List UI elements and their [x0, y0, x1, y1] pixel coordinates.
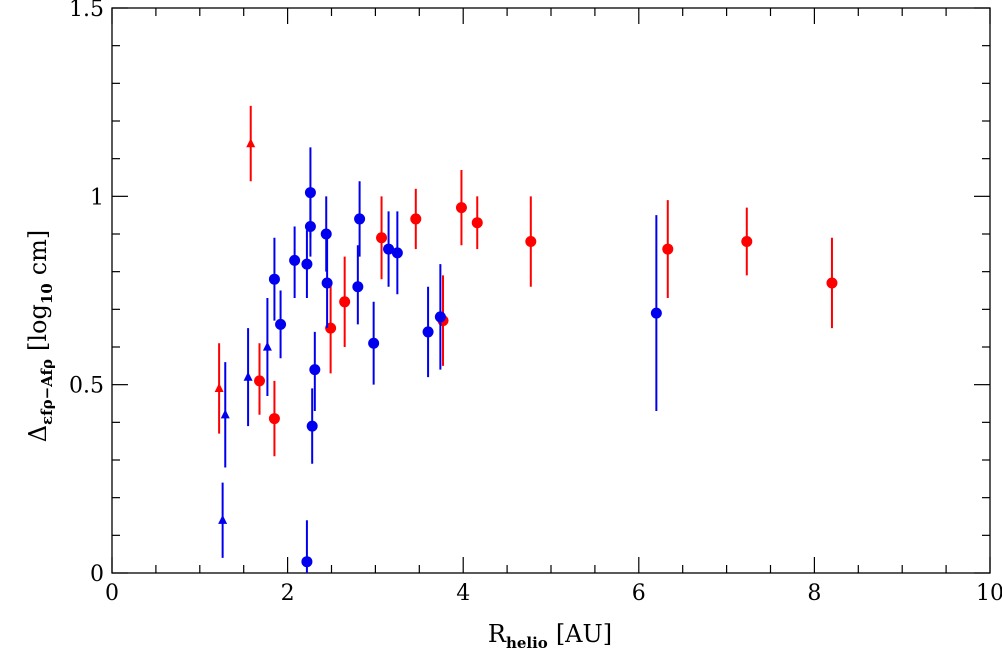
data-point	[352, 245, 364, 325]
data-point	[304, 196, 316, 257]
point-marker	[304, 187, 316, 199]
x-tick-label: 0	[105, 581, 119, 606]
point-marker	[434, 311, 446, 323]
point-marker	[262, 341, 272, 351]
data-point	[214, 343, 224, 434]
point-marker	[306, 420, 318, 432]
point-marker	[376, 232, 388, 244]
point-marker	[320, 228, 332, 240]
point-marker	[383, 243, 395, 255]
point-marker	[422, 326, 434, 338]
point-marker	[301, 258, 313, 270]
data-point	[354, 181, 366, 257]
data-point	[368, 301, 380, 385]
point-marker	[275, 318, 287, 330]
point-marker	[301, 556, 313, 568]
point-marker	[354, 213, 366, 225]
data-point	[218, 482, 228, 558]
x-tick-label: 4	[456, 581, 470, 606]
y-tick-label: 0.5	[69, 374, 104, 399]
data-point	[309, 331, 321, 412]
data-point	[268, 237, 280, 321]
data-point	[220, 362, 230, 468]
data-point	[246, 105, 256, 182]
point-marker	[268, 273, 280, 285]
data-point	[268, 380, 280, 457]
y-tick-label: 0	[90, 562, 104, 587]
tick-marks	[111, 7, 991, 574]
x-tick-label: 2	[281, 581, 295, 606]
point-marker	[268, 413, 280, 425]
data-point	[422, 286, 434, 378]
data-point	[289, 226, 301, 299]
point-marker	[410, 213, 422, 225]
plot-frame	[111, 7, 991, 574]
data-points	[214, 105, 838, 573]
axes	[111, 7, 991, 574]
point-marker	[218, 514, 228, 524]
point-marker	[650, 307, 662, 319]
data-point	[301, 520, 313, 573]
data-point	[455, 169, 467, 246]
point-marker	[243, 371, 253, 381]
x-tick-label: 6	[632, 581, 646, 606]
data-point	[471, 196, 483, 250]
point-marker	[309, 364, 321, 376]
data-point	[826, 237, 838, 329]
data-point	[662, 200, 674, 299]
point-marker	[391, 247, 403, 259]
data-point	[321, 237, 333, 329]
data-point	[254, 343, 266, 415]
point-marker	[352, 281, 364, 293]
point-marker	[246, 138, 256, 148]
data-point	[525, 196, 537, 287]
data-point	[410, 188, 422, 250]
point-marker	[339, 296, 351, 308]
data-point	[741, 207, 753, 276]
data-point	[383, 211, 395, 287]
x-tick-label: 8	[807, 581, 821, 606]
tick-labels: 0 2 4 6 8 10 0 0.5 1 1.5	[69, 0, 1002, 606]
point-marker	[455, 202, 467, 214]
point-marker	[662, 243, 674, 255]
data-point	[262, 298, 272, 396]
point-marker	[214, 383, 224, 393]
point-marker	[525, 236, 537, 248]
y-tick-label: 1	[90, 185, 104, 210]
data-point	[301, 230, 313, 299]
point-marker	[304, 220, 316, 232]
point-marker	[254, 375, 266, 387]
data-point	[434, 264, 446, 370]
data-point	[339, 256, 351, 347]
y-tick-label: 1.5	[69, 0, 104, 22]
point-marker	[368, 337, 380, 349]
data-point	[391, 211, 403, 295]
point-marker	[741, 236, 753, 248]
point-marker	[471, 217, 483, 229]
point-marker	[289, 254, 301, 266]
x-tick-label: 10	[976, 581, 1002, 606]
data-point	[275, 290, 287, 359]
x-axis-label: Rhelio [AU]	[488, 620, 612, 652]
data-point	[243, 328, 253, 427]
data-point	[650, 215, 662, 412]
point-marker	[826, 277, 838, 289]
data-point	[306, 388, 318, 464]
y-axis-label: Δεfρ−Afρ[log10cm]	[24, 230, 56, 443]
point-marker	[220, 409, 230, 419]
data-point	[376, 196, 388, 280]
point-marker	[321, 277, 333, 289]
